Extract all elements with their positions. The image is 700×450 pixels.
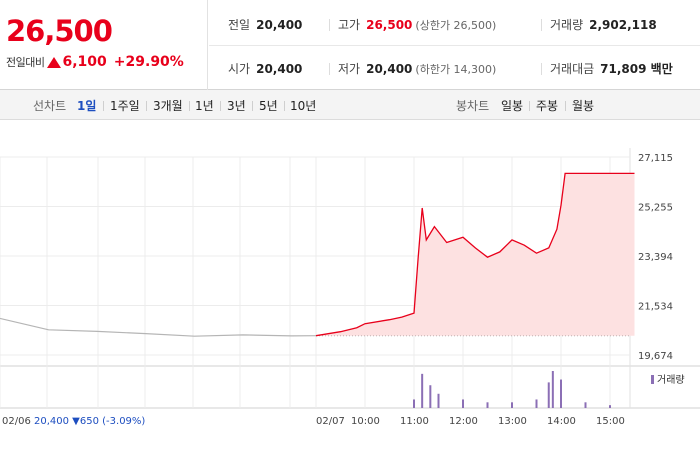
change-label: 전일대비: [6, 56, 45, 69]
stat-trade-value: 거래대금 71,809 백만: [550, 62, 673, 76]
volume-bar: [560, 379, 562, 408]
time-tick-label: 11:00: [400, 416, 429, 427]
prev-day-price-line: [0, 317, 317, 337]
volume-bar: [462, 399, 464, 408]
divider: [284, 101, 285, 111]
stat-volume: 거래량 2,902,118: [550, 18, 657, 32]
change-row: 전일대비 6,100 +29.90%: [6, 54, 184, 70]
volume-bar: [413, 399, 415, 408]
price-chart: 27,115 25,255 23,394 21,534 19,674 거래량 02/06 02…: [0, 148, 700, 427]
change-rate: +29.90%: [113, 54, 184, 70]
prev-day-legend: 20,400 ▼650 (-3.09%): [34, 416, 145, 427]
volume-bar: [511, 402, 513, 408]
candle-tab-weekly[interactable]: 주봉: [536, 99, 559, 113]
time-tick-label: 02/07: [316, 416, 345, 427]
volume-bar: [486, 402, 489, 408]
stat-open: 시가 20,400: [228, 62, 303, 76]
divider: [541, 63, 542, 75]
divider: [103, 101, 104, 111]
prev-day-change: 650 (-3.09%): [80, 416, 146, 427]
time-tick-label: 13:00: [498, 416, 527, 427]
down-arrow-icon: ▼: [72, 416, 80, 427]
price-summary: 26,500 전일대비 6,100 +29.90%: [0, 0, 208, 90]
time-tick-label: 14:00: [547, 416, 576, 427]
time-tick-label: 10:00: [351, 416, 380, 427]
divider: [529, 101, 530, 111]
volume-bar: [547, 382, 550, 408]
chart-toolbar: 선차트 1일 1주일 3개월 1년 3년 5년 10년 봉차트 일봉 주봉 월봉: [0, 90, 700, 120]
volume-bar: [551, 371, 554, 408]
divider: [189, 101, 190, 111]
volume-legend-label: 거래량: [657, 374, 685, 386]
divider: [252, 101, 253, 111]
divider: [329, 63, 330, 75]
volume-bar: [429, 385, 432, 408]
price-tick-label: 25,255: [638, 202, 673, 213]
quote-header: 26,500 전일대비 6,100 +29.90% 전일 20,400 고가 26,…: [0, 0, 700, 90]
period-tab-5y[interactable]: 5년: [259, 99, 278, 113]
volume-bar: [609, 405, 611, 408]
period-tab-1d[interactable]: 1일: [77, 99, 97, 113]
divider: [146, 101, 147, 111]
volume-legend-swatch: [651, 375, 654, 384]
price-tick-label: 23,394: [638, 252, 673, 263]
period-tab-3y[interactable]: 3년: [227, 99, 246, 113]
stat-prev-close: 전일 20,400: [228, 18, 303, 32]
current-price: 26,500: [6, 14, 113, 48]
line-chart-label: 선차트: [33, 99, 67, 113]
price-tick-label: 27,115: [638, 153, 673, 164]
period-tab-1y[interactable]: 1년: [195, 99, 214, 113]
period-tab-10y[interactable]: 10년: [290, 99, 317, 113]
time-tick-label: 12:00: [449, 416, 478, 427]
today-price-line: [315, 172, 635, 337]
candle-chart-label: 봉차트: [456, 99, 490, 113]
prev-day-close: 20,400: [34, 416, 72, 427]
divider: [220, 101, 221, 111]
divider: [329, 19, 330, 31]
period-tab-3m[interactable]: 3개월: [153, 99, 183, 113]
divider: [541, 19, 542, 31]
candle-tab-daily[interactable]: 일봉: [501, 99, 524, 113]
today-price-area: [316, 173, 635, 336]
up-arrow-icon: [47, 56, 62, 68]
volume-bar: [421, 373, 424, 408]
period-tab-1w[interactable]: 1주일: [110, 99, 140, 113]
change-amount: 6,100: [62, 54, 107, 70]
volume-bar: [437, 393, 440, 408]
volume-bar: [535, 399, 538, 408]
price-tick-label: 21,534: [638, 302, 673, 313]
time-tick-label: 15:00: [596, 416, 625, 427]
stat-high: 고가 26,500 (상한가 26,500): [338, 18, 497, 32]
candle-tab-monthly[interactable]: 월봉: [572, 99, 595, 113]
price-tick-label: 19,674: [638, 351, 673, 362]
time-tick-label: 02/06: [2, 416, 31, 427]
divider: [565, 101, 566, 111]
stat-low: 저가 20,400 (하한가 14,300): [338, 62, 497, 76]
row-divider: [209, 45, 700, 46]
volume-bar: [584, 402, 587, 408]
